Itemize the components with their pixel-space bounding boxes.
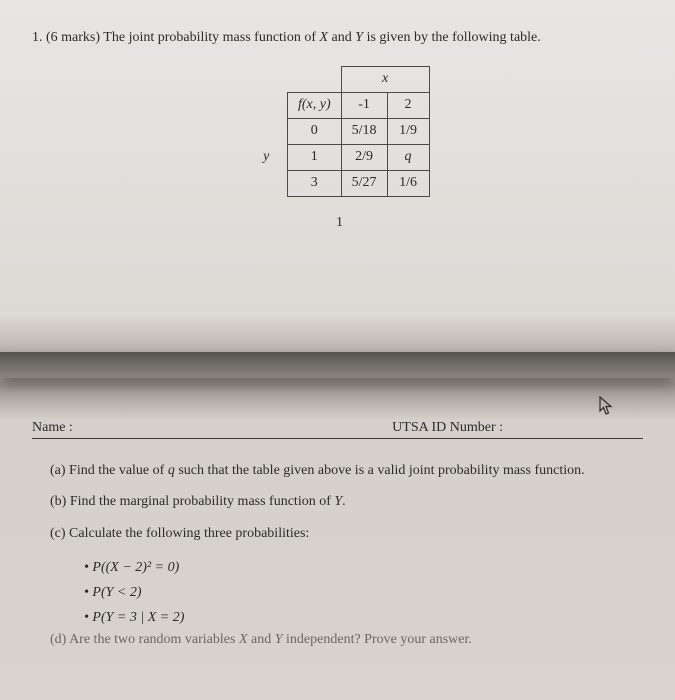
q-intro-1: The joint probability mass function of	[103, 30, 316, 45]
part-c-text: Calculate the following three probabilit…	[69, 526, 309, 541]
q-var-y: Y	[355, 30, 363, 45]
part-d: (d) Are the two random variables X and Y…	[50, 630, 643, 650]
part-d-text2: independent? Prove your answer.	[286, 632, 472, 647]
empty-cell	[245, 66, 287, 92]
y-header: y	[245, 144, 287, 170]
table-row: y 1 2/9 q	[245, 144, 429, 170]
q-var-x: X	[319, 30, 328, 45]
bullet-item: P((X − 2)² = 0)	[84, 555, 643, 580]
bullet-item: P(Y < 2)	[84, 580, 643, 605]
name-gap	[73, 420, 392, 436]
page-number-1: 1	[332, 215, 343, 231]
question-intro: 1. (6 marks) The joint probability mass …	[32, 28, 643, 48]
bullet-item: P(Y = 3 | X = 2)	[84, 605, 643, 630]
q-intro-end: is given by the following table.	[367, 30, 541, 45]
pmf-cell: 2/9	[341, 144, 387, 170]
pmf-table: x f(x, y) -1 2 0 5/18 1/9 y 1 2/9 q	[245, 66, 429, 197]
x-header: x	[341, 66, 429, 92]
page-upper: 1. (6 marks) The joint probability mass …	[0, 0, 675, 231]
page-fold-shadow	[0, 352, 675, 378]
y-val: 3	[287, 170, 341, 196]
part-b-text2: .	[342, 494, 346, 509]
part-b-text1: Find the marginal probability mass funct…	[70, 494, 331, 509]
pointer-icon	[599, 396, 615, 416]
part-a-label: (a)	[50, 463, 66, 478]
cursor-icon	[599, 396, 615, 421]
table-row: f(x, y) -1 2	[245, 92, 429, 118]
part-d-label: (d)	[50, 632, 66, 647]
part-a-text1: Find the value of	[69, 463, 164, 478]
q-intro-mid: and	[332, 30, 352, 45]
x-val: -1	[341, 92, 387, 118]
part-d-Y: Y	[275, 632, 283, 647]
empty-cell	[245, 118, 287, 144]
name-id-line: Name : UTSA ID Number :	[32, 420, 643, 439]
table-row: 3 5/27 1/6	[245, 170, 429, 196]
pmf-cell: 5/27	[341, 170, 387, 196]
empty-cell	[245, 170, 287, 196]
subparts-list: (a) Find the value of q such that the ta…	[32, 461, 643, 651]
pmf-cell: q	[387, 144, 429, 170]
table-row: 0 5/18 1/9	[245, 118, 429, 144]
empty-cell	[287, 66, 341, 92]
y-val: 0	[287, 118, 341, 144]
x-val: 2	[387, 92, 429, 118]
id-label: UTSA ID Number :	[392, 420, 503, 436]
pmf-cell: 1/6	[387, 170, 429, 196]
name-label: Name :	[32, 420, 73, 436]
empty-cell	[245, 92, 287, 118]
part-d-text1: Are the two random variables	[69, 632, 235, 647]
q-number: 1.	[32, 30, 43, 45]
part-a-text2: such that the table given above is a val…	[178, 463, 584, 478]
table-row: x	[245, 66, 429, 92]
pmf-cell: 1/9	[387, 118, 429, 144]
part-d-and: and	[251, 632, 271, 647]
part-b-label: (b)	[50, 494, 66, 509]
part-c: (c) Calculate the following three probab…	[50, 524, 643, 544]
part-b-Y: Y	[334, 494, 342, 509]
part-c-label: (c)	[50, 526, 66, 541]
y-val: 1	[287, 144, 341, 170]
part-a-q: q	[168, 463, 175, 478]
part-c-bullets: P((X − 2)² = 0) P(Y < 2) P(Y = 3 | X = 2…	[50, 555, 643, 631]
pmf-table-container: x f(x, y) -1 2 0 5/18 1/9 y 1 2/9 q	[245, 66, 429, 197]
part-d-X: X	[239, 632, 248, 647]
part-b: (b) Find the marginal probability mass f…	[50, 492, 643, 512]
fxy-cell: f(x, y)	[287, 92, 341, 118]
pmf-cell: 5/18	[341, 118, 387, 144]
q-marks: (6 marks)	[46, 30, 100, 45]
page-lower: Name : UTSA ID Number : (a) Find the val…	[0, 420, 675, 682]
part-a: (a) Find the value of q such that the ta…	[50, 461, 643, 481]
